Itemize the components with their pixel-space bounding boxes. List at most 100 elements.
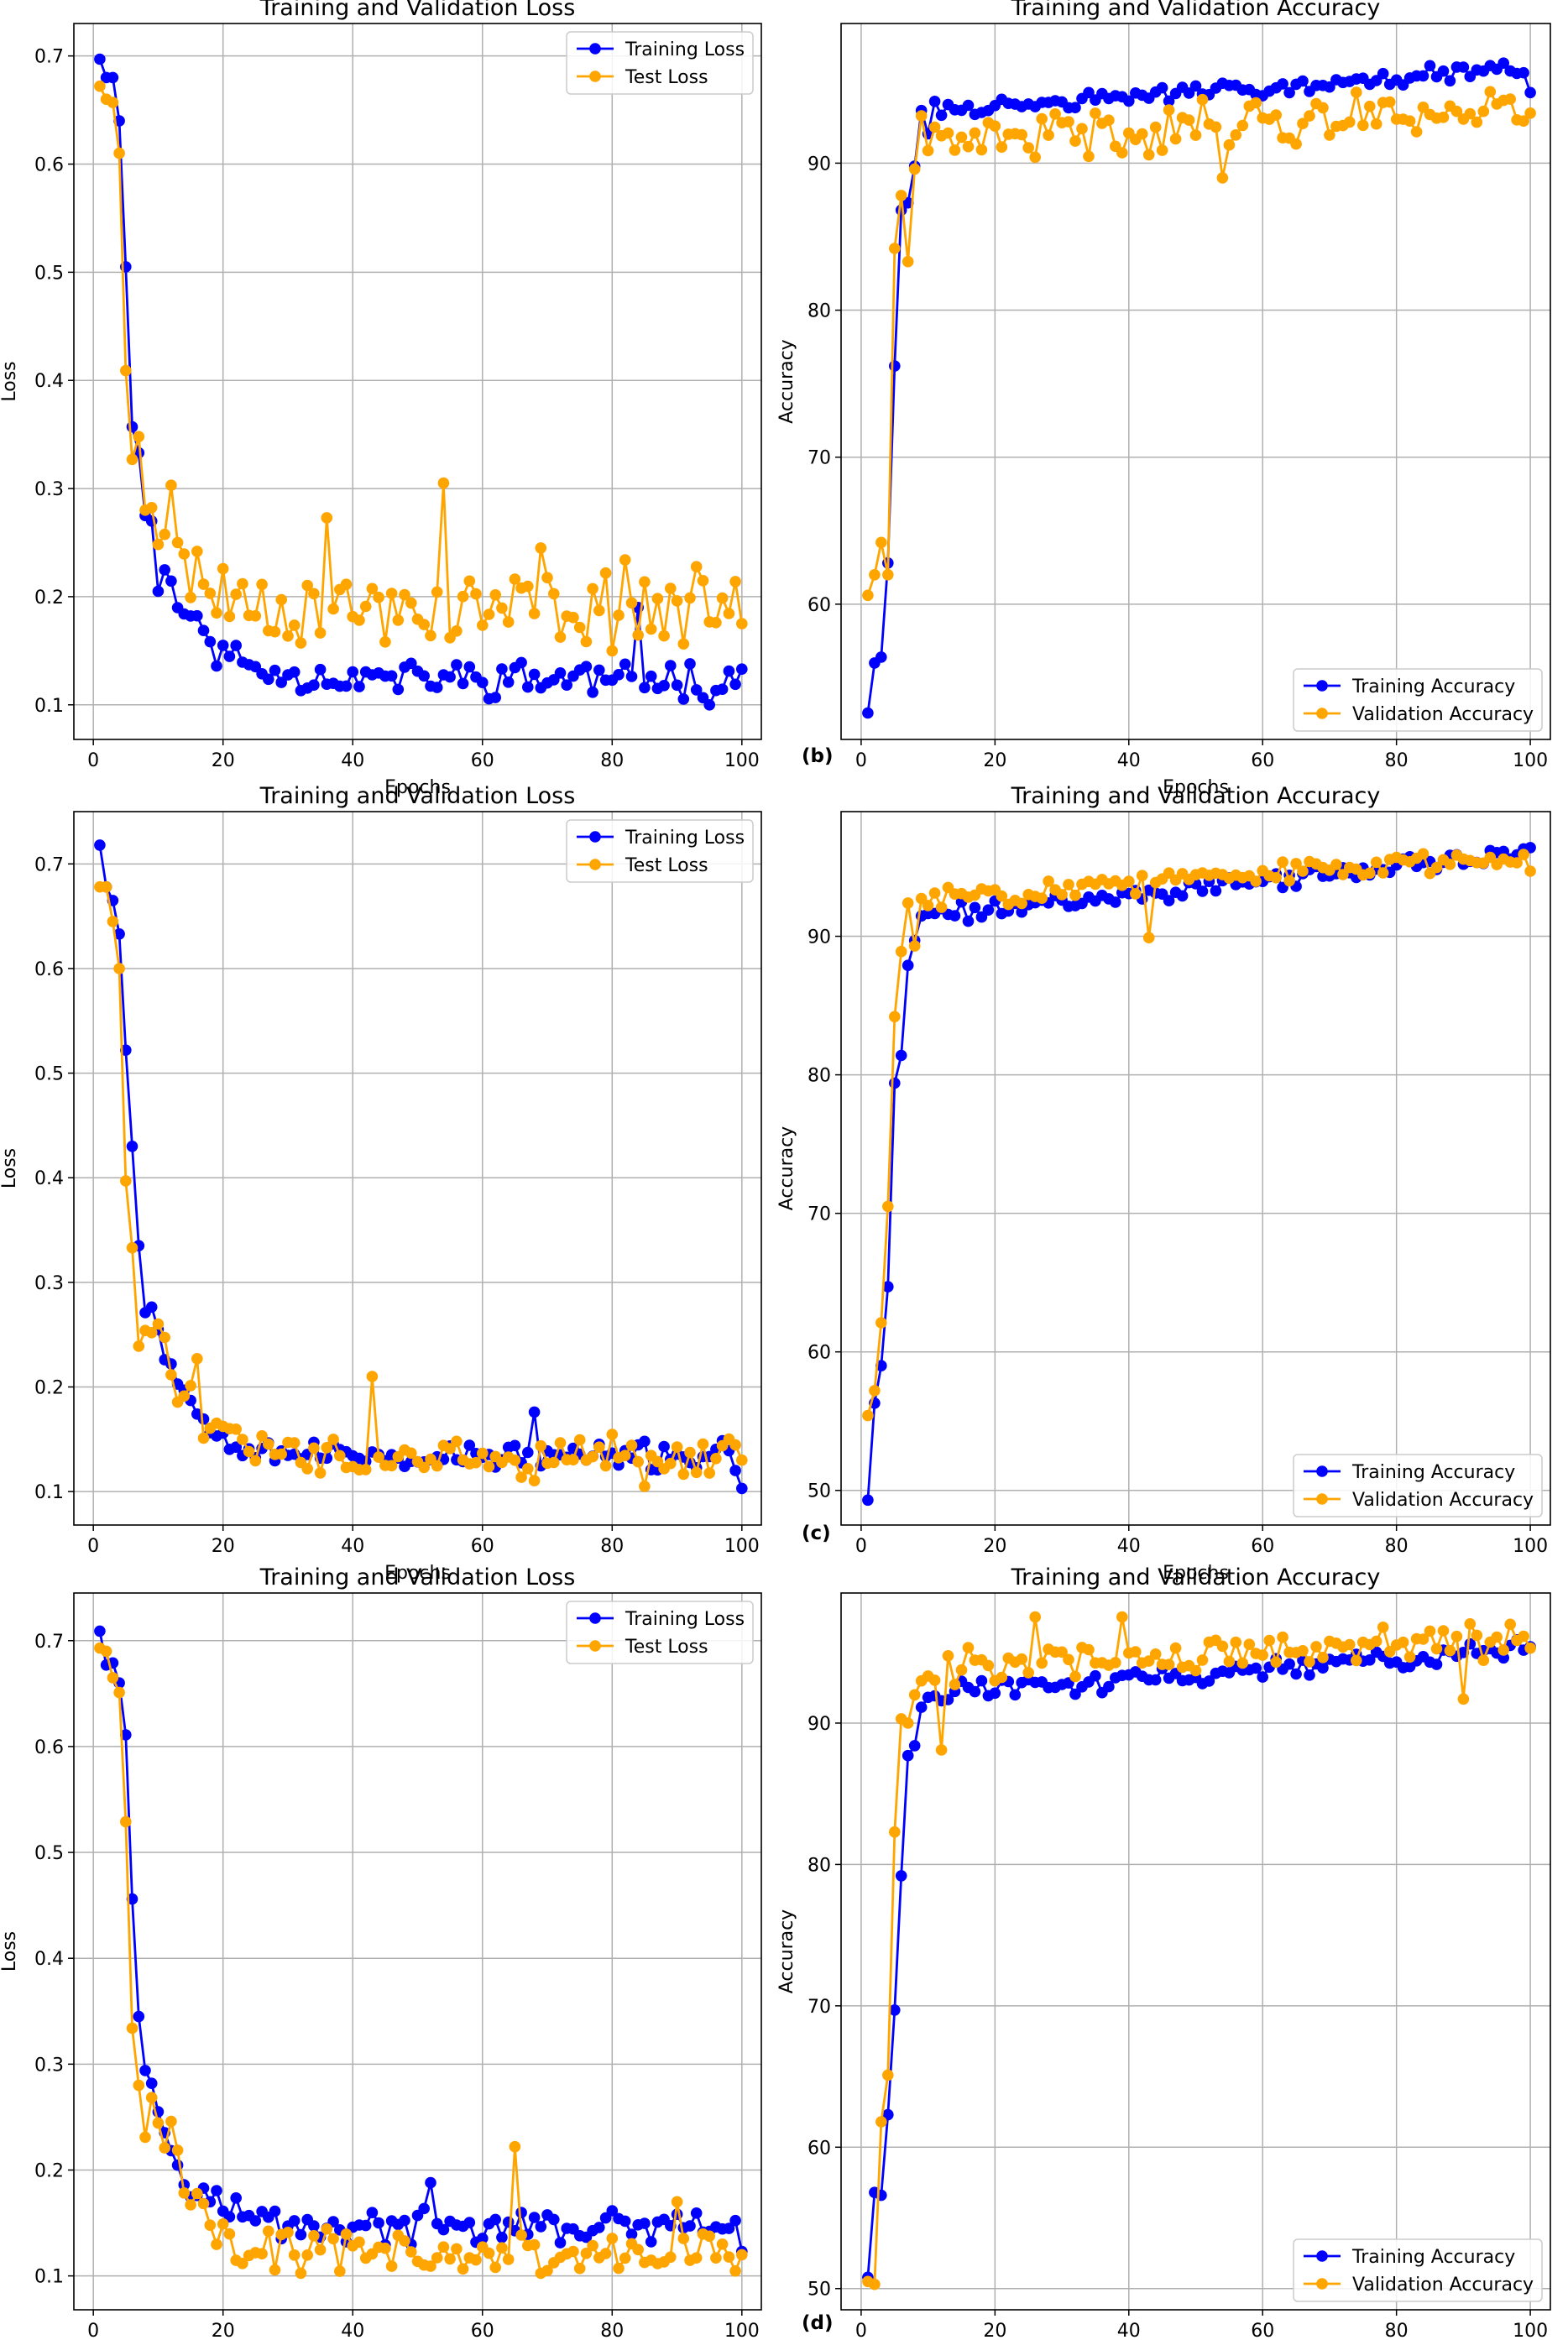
data-point	[1283, 875, 1295, 887]
data-point	[1263, 1634, 1275, 1647]
data-point	[625, 597, 638, 609]
data-point	[113, 928, 125, 940]
data-point	[902, 196, 914, 209]
legend-label: Validation Accuracy	[1352, 704, 1534, 725]
data-point	[1403, 1651, 1416, 1663]
data-point	[1324, 129, 1335, 141]
y-tick-label: 0.6	[34, 1737, 64, 1758]
data-point	[593, 664, 605, 676]
data-point	[1297, 75, 1309, 87]
data-point	[869, 2278, 881, 2290]
data-point	[373, 591, 384, 603]
data-point	[463, 575, 476, 588]
data-point	[1257, 1649, 1268, 1661]
data-point	[632, 1455, 644, 1468]
data-point	[470, 588, 482, 600]
data-point	[1210, 121, 1222, 133]
data-point	[496, 602, 508, 614]
data-point	[554, 1437, 567, 1449]
y-tick-label: 0.4	[34, 1949, 64, 1970]
data-point	[928, 887, 941, 899]
x-tick-label: 20	[983, 1536, 1006, 1557]
data-point	[1464, 1618, 1477, 1630]
data-point	[606, 1429, 619, 1440]
data-point	[1330, 859, 1342, 870]
y-tick-label: 50	[808, 2280, 831, 2301]
data-point	[729, 2214, 741, 2227]
loss_a-chart: 0 20 40 60 80 100 0.1 0.2 0.3 0.4 0.5 0.6 0.7 Trainin…	[0, 0, 762, 798]
data-point	[625, 1439, 638, 1451]
data-point	[120, 1729, 132, 1741]
series-line-training	[866, 61, 1532, 713]
x-tick-label: 20	[983, 2321, 1006, 2340]
data-point	[1290, 1668, 1302, 1680]
data-point	[862, 1494, 874, 1507]
y-tick-label: 0.6	[34, 959, 64, 980]
y-tick-label: 70	[808, 1204, 831, 1225]
y-tick-label: 60	[808, 1343, 831, 1364]
data-point	[269, 664, 281, 676]
data-point	[1136, 870, 1148, 881]
y-tick-label: 60	[808, 595, 831, 616]
data-point	[197, 1432, 210, 1444]
data-point	[922, 144, 934, 157]
data-point	[587, 582, 598, 595]
data-point	[263, 2225, 274, 2238]
data-point	[308, 679, 320, 691]
data-point	[1149, 1674, 1162, 1686]
legend-label: Training Loss	[625, 39, 745, 60]
data-point	[113, 963, 125, 974]
chart-title: Training and Validation Accuracy	[1011, 783, 1381, 809]
data-point	[690, 2252, 703, 2264]
data-point	[321, 2222, 333, 2235]
data-point	[889, 360, 901, 372]
data-point	[902, 1749, 914, 1762]
data-point	[1176, 890, 1189, 902]
data-point	[639, 1435, 651, 1448]
data-point	[496, 2232, 508, 2243]
data-point	[152, 2117, 165, 2129]
data-point	[1444, 1644, 1456, 1657]
data-point	[1123, 95, 1135, 107]
data-point	[159, 528, 170, 541]
data-point	[593, 604, 605, 617]
data-point	[1370, 1635, 1382, 1648]
legend-label: Training Accuracy	[1351, 1462, 1515, 1483]
data-point	[1297, 865, 1309, 877]
data-point	[489, 589, 501, 601]
x-tick-label: 40	[341, 750, 364, 771]
y-tick-label: 0.2	[34, 1377, 64, 1398]
data-point	[100, 880, 112, 893]
data-point	[908, 1689, 921, 1701]
data-point	[889, 2004, 901, 2016]
legend-box	[566, 31, 754, 95]
data-point	[145, 2092, 158, 2103]
data-point	[1524, 1642, 1536, 1654]
data-point	[385, 1460, 398, 1472]
data-point	[1236, 119, 1249, 132]
data-point	[1230, 129, 1242, 141]
data-point	[230, 640, 243, 651]
legend-label: Validation Accuracy	[1352, 1490, 1534, 1511]
data-point	[528, 1406, 541, 1418]
data-point	[133, 2010, 145, 2023]
data-point	[418, 2202, 430, 2215]
data-point	[1430, 1658, 1443, 1670]
data-point	[982, 904, 995, 916]
legend-box	[1293, 2238, 1543, 2302]
data-point	[502, 676, 515, 688]
data-point	[178, 2187, 191, 2199]
y-tick-label: 70	[808, 448, 831, 469]
x-tick-label: 80	[600, 2321, 624, 2340]
x-tick-label: 100	[1513, 750, 1548, 771]
legend-marker	[1316, 708, 1328, 719]
x-tick-label: 100	[1513, 2321, 1548, 2340]
data-point	[619, 658, 631, 671]
data-point	[477, 676, 489, 688]
data-point	[457, 677, 469, 690]
data-point	[723, 2222, 735, 2234]
data-point	[385, 2260, 398, 2272]
data-point	[145, 1327, 158, 1339]
y-tick-label: 90	[808, 927, 831, 948]
data-point	[541, 2264, 553, 2277]
